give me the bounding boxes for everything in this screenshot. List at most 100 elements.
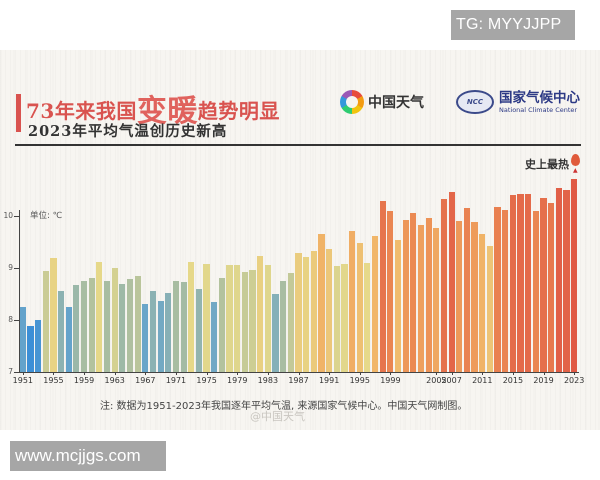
bar-1988: [303, 257, 310, 372]
bar-2018: [532, 210, 539, 372]
x-tick: [114, 372, 116, 375]
bar-1965: [126, 278, 134, 372]
x-tick: [574, 372, 576, 375]
x-tick-label: 1951: [12, 376, 33, 385]
bar-2008: [456, 221, 463, 372]
x-tick-label: 2007: [441, 376, 462, 385]
x-tick-label: 1991: [318, 376, 340, 385]
bar-1998: [379, 200, 386, 372]
ncc-name-cn: 国家气候中心: [499, 89, 580, 106]
watermark-bottom: www.mcjjgs.com: [10, 441, 166, 471]
bar-1976: [211, 301, 218, 372]
x-tick-label: 1987: [288, 376, 309, 385]
bar-1973: [188, 261, 195, 372]
ncc-logo: NCC 国家气候中心 National Climate Center: [456, 90, 580, 114]
bar-2010: [471, 222, 478, 372]
bar-1960: [88, 277, 95, 372]
x-tick: [145, 372, 147, 375]
bar-1970: [165, 292, 172, 372]
bar-2002: [410, 212, 417, 372]
bar-chart: 7 8 9 10 1951 1955 1959 1963 1967 1971 1975 1979 198…: [0, 50, 600, 430]
bar-1966: [134, 275, 141, 372]
bar-1997: [371, 235, 379, 372]
bar-1987: [295, 252, 302, 372]
bar-1975: [203, 263, 210, 372]
bar-2007: [448, 192, 455, 372]
flame-icon: [571, 154, 580, 166]
bar-2012: [486, 246, 493, 372]
y-tick-label: 8: [8, 315, 13, 324]
bar-1982: [257, 256, 264, 372]
x-tick: [436, 372, 438, 375]
bar-2009: [463, 208, 471, 372]
bar-2017: [525, 194, 532, 372]
bar-2020: [548, 203, 555, 372]
bar-1980: [241, 272, 248, 372]
bar-1985: [280, 281, 287, 372]
bar-2001: [402, 220, 409, 372]
subtitle: 2023年平均气温创历史新高: [28, 123, 228, 140]
bar-1989: [310, 250, 317, 372]
bar-1978: [226, 264, 233, 372]
bar-1981: [249, 270, 256, 372]
x-tick: [451, 372, 453, 375]
china-weather-logo-text: 中国天气: [368, 95, 424, 111]
header-divider: [15, 144, 581, 146]
bar-2014: [502, 209, 509, 372]
bar-1952: [27, 326, 34, 372]
y-tick: [14, 268, 19, 269]
x-tick-label: 2015: [502, 376, 524, 385]
watermark-top: TG: MYYJJPP: [451, 10, 575, 40]
record-annotation: 史上最热: [525, 158, 569, 171]
x-tick-label: 2011: [472, 376, 493, 385]
x-tick-label: 1963: [104, 376, 125, 385]
bar-1955: [50, 258, 57, 372]
unit-label: 单位: ℃: [30, 211, 63, 221]
bar-2011: [479, 234, 486, 372]
bar-2005: [433, 227, 440, 372]
x-tick: [175, 372, 177, 375]
x-tick: [512, 372, 514, 375]
x-tick-label: 1979: [227, 376, 248, 385]
bar-1974: [195, 288, 202, 372]
bar-2019: [540, 197, 547, 372]
bar-1961: [96, 261, 103, 372]
title-prefix: 73年来我国: [26, 99, 137, 123]
title-accent-bar: [16, 94, 21, 132]
bar-2022: [563, 190, 570, 372]
bar-1964: [119, 284, 126, 372]
rainbow-swirl-icon: [340, 90, 364, 114]
bar-1992: [333, 265, 340, 372]
x-tick: [53, 372, 55, 375]
bar-1984: [272, 294, 279, 372]
y-tick-label: 9: [8, 263, 13, 272]
source-note: 注: 数据为1951-2023年我国逐年平均气温, 来源国家气候中心。中国天气网…: [100, 401, 468, 412]
bar-1951: [19, 307, 26, 372]
ncc-emblem-icon: NCC: [456, 90, 494, 114]
title-suffix: 趋势明显: [197, 99, 280, 123]
x-tick: [390, 372, 392, 375]
x-tick: [359, 372, 361, 375]
bar-1995: [356, 243, 363, 372]
bar-1991: [326, 248, 333, 372]
bar-2003: [417, 224, 425, 372]
y-tick: [14, 216, 19, 217]
x-tick: [298, 372, 300, 375]
x-tick-label: 1983: [257, 376, 279, 385]
weibo-watermark: @中国天气: [250, 410, 305, 423]
bar-1977: [218, 277, 225, 372]
x-tick-label: 2019: [533, 376, 554, 385]
bar-2015: [509, 195, 516, 372]
bar-1967: [142, 304, 149, 372]
bar-1953: [35, 320, 42, 372]
bar-2006: [440, 198, 448, 372]
bar-1972: [180, 282, 187, 372]
bar-1983: [264, 264, 271, 372]
bar-2004: [425, 218, 432, 372]
x-tick: [482, 372, 484, 375]
x-tick: [22, 372, 24, 375]
x-tick-label: 1955: [43, 376, 64, 385]
x-tick-label: 1995: [349, 376, 370, 385]
bar-1979: [234, 264, 241, 372]
bar-2016: [517, 194, 524, 372]
